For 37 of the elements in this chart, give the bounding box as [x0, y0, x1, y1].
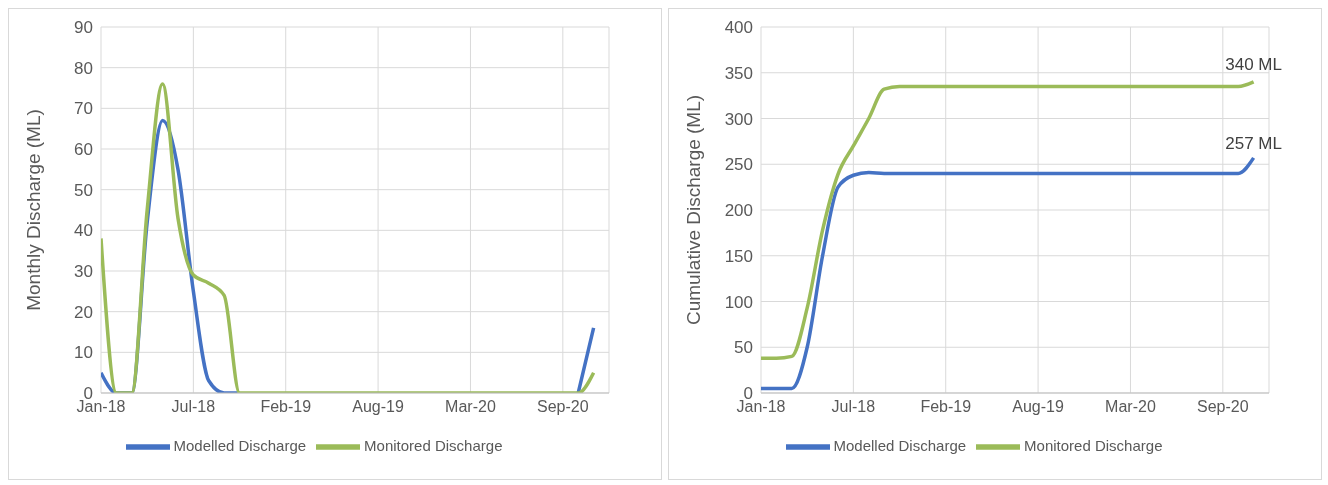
y-tick-label: 300: [724, 109, 753, 129]
x-tick-label: Mar-20: [445, 398, 496, 416]
x-tick-label: Jul-18: [171, 398, 216, 416]
y-axis-title: Monthly Discharge (ML): [22, 109, 44, 311]
legend-label: Monitored Discharge: [364, 436, 503, 454]
y-tick-label: 10: [74, 343, 93, 363]
x-tick-label: Feb-19: [260, 398, 312, 416]
y-axis-title: Cumulative Discharge (ML): [682, 94, 704, 326]
y-tick-label: 100: [724, 292, 753, 312]
line-series: [761, 80, 1256, 360]
y-tick-label: 150: [724, 246, 753, 266]
x-tick-label: Jul-18: [831, 398, 876, 416]
x-tick-label: Feb-19: [920, 398, 972, 416]
y-tick-label: 30: [74, 262, 93, 282]
x-tick-label: Mar-20: [1105, 398, 1156, 416]
legend-label: Monitored Discharge: [1024, 436, 1163, 454]
y-tick-label: 40: [74, 221, 93, 241]
x-tick-label: Sep-20: [537, 398, 589, 416]
x-tick-label: Aug-19: [352, 398, 404, 416]
y-tick-label: 60: [74, 140, 93, 160]
annotation: 257 ML: [1225, 133, 1282, 153]
y-tick-label: 350: [724, 63, 753, 83]
y-tick-label: 250: [724, 155, 753, 175]
x-tick-label: Aug-19: [1012, 398, 1064, 416]
x-tick-label: Sep-20: [1197, 398, 1249, 416]
y-tick-label: 70: [74, 99, 93, 119]
y-tick-label: 20: [74, 302, 93, 322]
y-tick-label: 50: [734, 338, 753, 358]
legend-label: Modelled Discharge: [833, 436, 967, 454]
legend-label: Modelled Discharge: [173, 436, 307, 454]
y-tick-label: 80: [74, 58, 93, 78]
y-tick-label: 90: [74, 18, 93, 38]
y-tick-label: 200: [724, 201, 753, 221]
y-tick-label: 400: [724, 18, 753, 38]
y-tick-label: 50: [74, 180, 93, 200]
annotation: 340 ML: [1225, 55, 1282, 74]
line-series: [761, 156, 1256, 391]
